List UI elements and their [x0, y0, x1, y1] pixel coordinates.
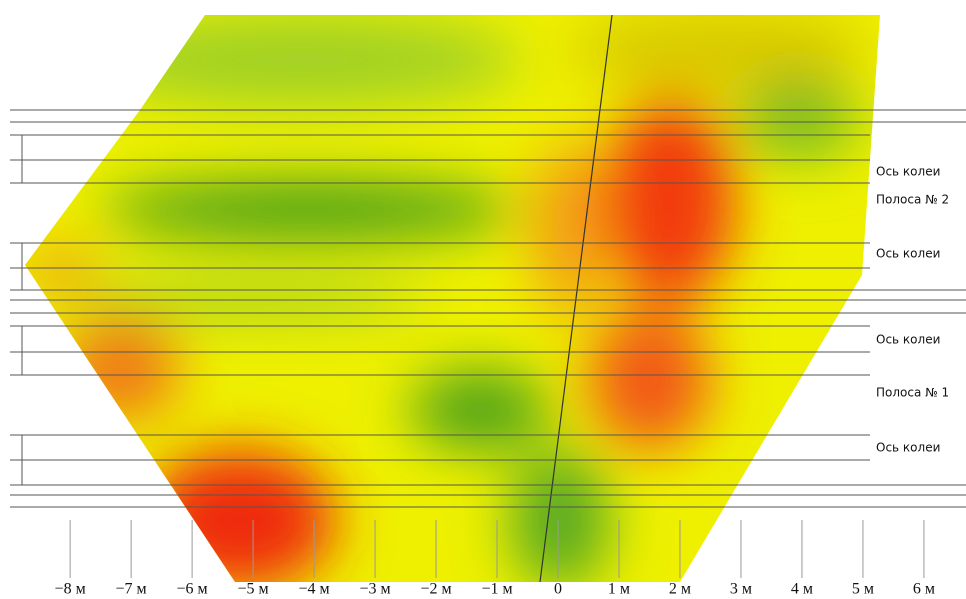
x-tick-label: 0	[554, 581, 562, 598]
x-tick-label: −4 м	[298, 581, 329, 598]
lane-label: Ось колеи	[876, 333, 940, 347]
x-tick-label: 3 м	[730, 581, 752, 598]
lane-label: Полоса № 1	[876, 386, 949, 400]
lane-label: Ось колеи	[876, 441, 940, 455]
x-tick-label: 5 м	[852, 581, 874, 598]
chart: −8 м −7 м −6 м −5 м −4 м −3 м −2 м −1 м 0 1 м 2 м 3…	[0, 0, 966, 599]
x-tick-label: 4 м	[791, 581, 813, 598]
x-tick-label: 2 м	[669, 581, 691, 598]
x-tick-label: −5 м	[238, 581, 269, 598]
lane-label: Ось колеи	[876, 165, 940, 179]
x-tick-label: −6 м	[177, 581, 208, 598]
x-tick-label: 1 м	[608, 581, 630, 598]
x-tick-label: 6 м	[913, 581, 935, 598]
lane-label: Ось колеи	[876, 247, 940, 261]
lane-label: Полоса № 2	[876, 193, 949, 207]
x-tick-label: −2 м	[420, 581, 451, 598]
x-tick-label: −7 м	[116, 581, 147, 598]
x-tick-label: −8 м	[55, 581, 86, 598]
x-tick-label: −3 м	[359, 581, 390, 598]
x-tick-label: −1 м	[481, 581, 512, 598]
